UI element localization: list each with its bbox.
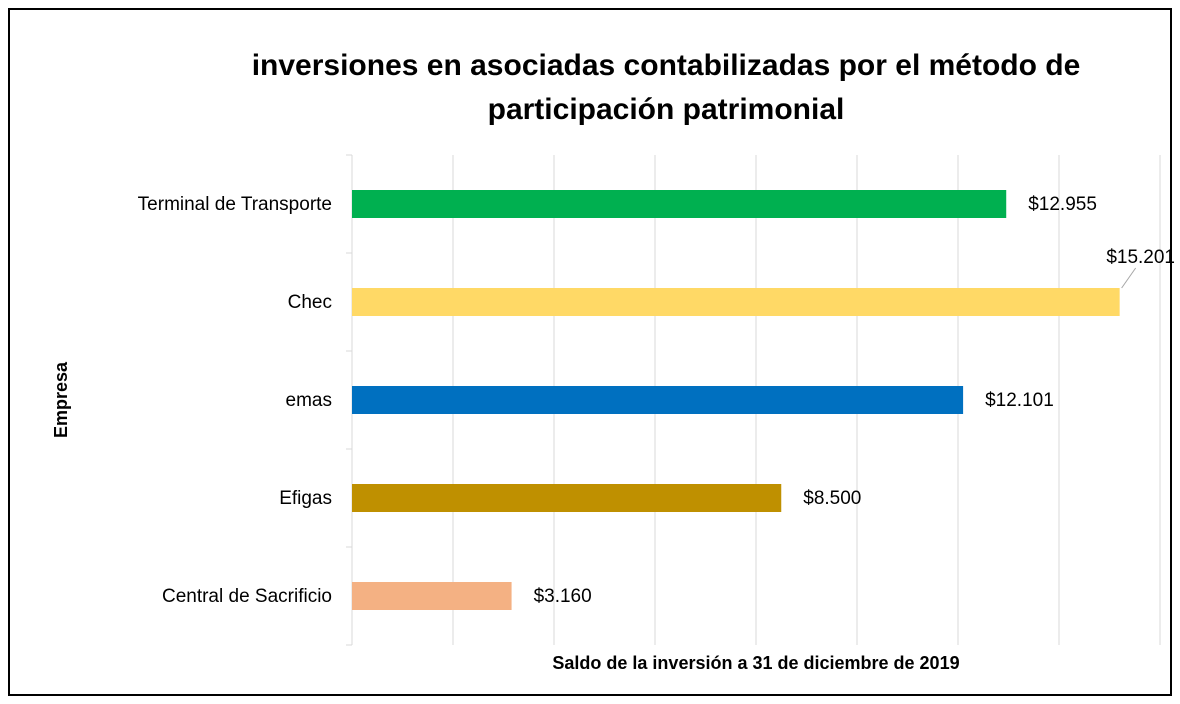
leader-line [1121, 267, 1137, 289]
data-label: $12.101 [985, 390, 1054, 411]
data-label: $12.955 [1028, 194, 1097, 215]
bar [352, 288, 1120, 316]
y-axis-label: Empresa [51, 361, 71, 438]
y-tick-label: emas [286, 390, 332, 411]
y-tick-label: Terminal de Transporte [138, 194, 332, 215]
data-label: $15.201 [1106, 247, 1175, 268]
chart-title: inversiones en asociadas contabilizadas … [251, 49, 1081, 126]
y-tick-label: Chec [288, 292, 332, 313]
bar [352, 386, 964, 414]
chart-border [8, 8, 1172, 696]
data-label: $3.160 [534, 586, 592, 607]
x-axis-label: Saldo de la inversión a 31 de diciembre … [552, 653, 959, 673]
bar [352, 190, 1007, 218]
bar [352, 484, 782, 512]
y-tick-label: Efigas [279, 488, 332, 509]
bar [352, 582, 512, 610]
data-label: $8.500 [803, 488, 861, 509]
y-tick-label: Central de Sacrificio [162, 586, 332, 607]
